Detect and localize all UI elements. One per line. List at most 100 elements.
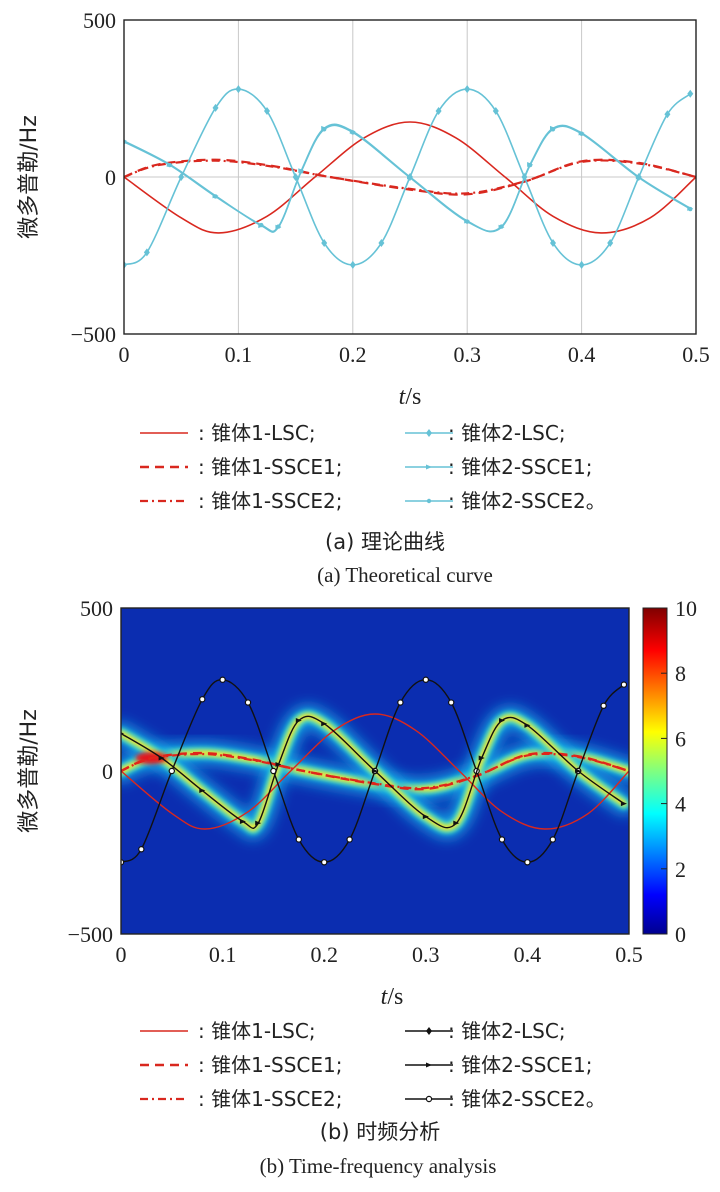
data-point-a: [212, 103, 219, 112]
data-point-a: [235, 85, 242, 94]
data-point-b: [575, 768, 582, 774]
data-point-a: [465, 219, 470, 224]
colorbar-ticks: 10 8 6 4 2 0: [661, 596, 697, 947]
data-point-b: [620, 681, 628, 688]
caption-a-en: (a) Theoretical curve: [317, 563, 493, 587]
data-point-b: [168, 767, 175, 775]
data-point-b: [244, 699, 252, 706]
legend-marker: [425, 1095, 433, 1103]
ylabel-b: 微多普勒/Hz: [17, 709, 42, 833]
data-point-b: [321, 859, 328, 866]
data-point-b: [498, 836, 506, 843]
data-point-b: [524, 859, 531, 866]
data-point-a: [579, 131, 584, 136]
legend-label: : 锥体2-SSCE1;: [448, 1053, 593, 1077]
data-point-a: [499, 224, 504, 229]
y-tick-label: 500: [80, 596, 113, 621]
data-point-b: [321, 721, 328, 727]
x-tick-label: 0.4: [568, 342, 596, 367]
series-line-b-2: [121, 752, 629, 790]
colorbar-tick-label: 0: [675, 922, 686, 947]
caption-a-zh: (a) 理论曲线: [325, 530, 445, 554]
data-point-b: [121, 732, 124, 735]
legend-label: : 锥体2-LSC;: [448, 1019, 566, 1043]
data-point-a: [178, 173, 185, 181]
data-point-b: [499, 717, 505, 723]
data-point-b: [453, 820, 460, 826]
x-tick-label: 0.1: [209, 942, 237, 967]
series-line-b-4: [121, 715, 625, 829]
legend-label: : 锥体2-LSC;: [448, 421, 566, 445]
y-tick-label: −500: [68, 922, 113, 947]
data-point-a: [492, 107, 499, 116]
data-point-b: [295, 717, 302, 723]
x-tick-label: 0.4: [514, 942, 542, 967]
data-point-b: [219, 676, 226, 683]
xlabel-b-var: t: [381, 984, 389, 1010]
legend-label: : 锥体2-SSCE2。: [448, 1087, 606, 1111]
data-point-a: [407, 175, 413, 180]
data-point-b: [448, 699, 455, 706]
data-point-a: [664, 110, 671, 119]
caption-b-zh: (b) 时频分析: [320, 1120, 440, 1144]
xlabel-a-var: t: [399, 384, 407, 410]
data-point-a: [349, 260, 356, 269]
data-point-a: [143, 248, 150, 257]
data-point-b: [295, 836, 302, 843]
xlabel-a-unit: /s: [405, 384, 421, 410]
x-tick-label: 0.5: [615, 942, 643, 967]
series-line-b-0: [121, 713, 629, 830]
xlabel-b-unit: /s: [387, 984, 403, 1010]
series-line-a-0: [124, 121, 696, 234]
series-group-b: [121, 676, 629, 866]
data-point-b: [422, 814, 429, 820]
xlabel-a: t/s: [399, 384, 422, 410]
data-point-a: [167, 162, 172, 168]
data-point-a: [322, 127, 327, 132]
data-point-b: [239, 819, 246, 825]
data-point-a: [636, 175, 641, 180]
colorbar-tick-label: 10: [675, 596, 697, 621]
data-point-b: [478, 755, 485, 761]
legend-marker: [426, 464, 432, 470]
legend-label: : 锥体1-SSCE1;: [198, 455, 343, 479]
data-point-b: [199, 696, 206, 703]
data-point-a: [350, 130, 355, 135]
data-point-a: [378, 238, 385, 247]
x-tick-label: 0.1: [225, 342, 253, 367]
data-point-b: [158, 755, 165, 761]
data-point-b: [372, 768, 378, 774]
x-tick-label: 0.2: [310, 942, 338, 967]
legend-b: : 锥体1-LSC;: 锥体2-LSC;: 锥体1-SSCE1;: 锥体2-SS…: [140, 1019, 606, 1111]
data-point-b: [549, 836, 557, 843]
data-point-a: [299, 169, 304, 174]
x-tick-label: 0.2: [339, 342, 367, 367]
data-point-b: [275, 761, 282, 767]
data-point-a: [607, 238, 614, 247]
y-tick-label: −500: [71, 322, 116, 347]
data-point-b: [255, 820, 262, 826]
data-point-a: [527, 162, 533, 168]
y-tick-label: 0: [102, 759, 113, 784]
legend-label: : 锥体2-SSCE2。: [448, 489, 606, 513]
data-point-b: [346, 836, 353, 843]
data-point-b: [422, 676, 429, 683]
colorbar-tick-label: 2: [675, 857, 686, 882]
xlabel-b: t/s: [381, 984, 404, 1010]
data-point-a: [464, 85, 471, 94]
legend-label: : 锥体1-SSCE2;: [198, 489, 343, 513]
x-tick-label: 0.5: [682, 342, 710, 367]
legend-marker: [426, 498, 432, 504]
data-point-a: [124, 260, 127, 269]
legend-label: : 锥体1-SSCE1;: [198, 1053, 343, 1077]
legend-marker: [426, 1062, 432, 1068]
legend-label: : 锥体1-LSC;: [198, 421, 316, 445]
x-tick-label: 0.3: [453, 342, 481, 367]
caption-b-en: (b) Time-frequency analysis: [260, 1154, 497, 1178]
legend-a: : 锥体1-LSC; : 锥体2-LSC; : 锥体1-SSCE1; : 锥体2-SS…: [140, 421, 606, 513]
data-point-b: [199, 788, 206, 794]
plot-frame-b: [120, 607, 630, 935]
